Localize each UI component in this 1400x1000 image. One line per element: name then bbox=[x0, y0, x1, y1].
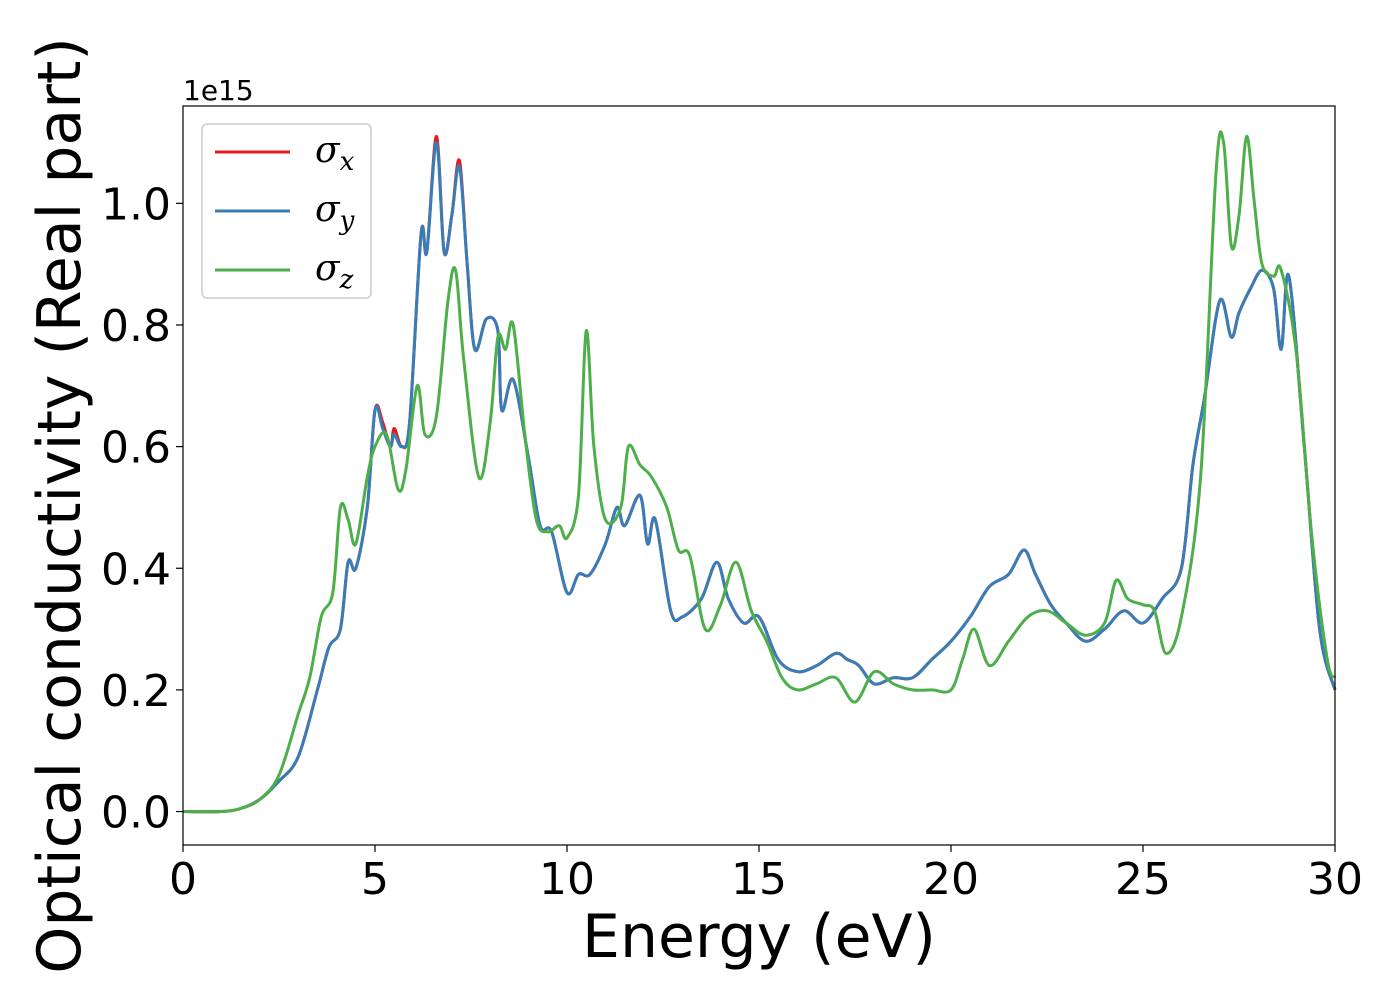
x-tick-label: 5 bbox=[361, 854, 389, 905]
legend-label-y: σy bbox=[315, 189, 355, 236]
y-tick-label: 0.2 bbox=[101, 666, 171, 717]
series-group bbox=[182, 130, 1337, 814]
legend-symbol: σ bbox=[315, 130, 341, 171]
legend-label-x: σx bbox=[315, 130, 355, 177]
y-axis-title: Optical conductivity (Real part) bbox=[25, 37, 95, 974]
x-tick-label: 0 bbox=[169, 854, 197, 905]
x-tick-label: 15 bbox=[731, 854, 787, 905]
x-axis-title: Energy (eV) bbox=[582, 902, 936, 972]
x-tick-label: 10 bbox=[539, 854, 595, 905]
legend-subscript: y bbox=[339, 206, 355, 236]
x-tick-label: 20 bbox=[923, 854, 979, 905]
series-line-z bbox=[182, 130, 1337, 814]
x-tick-label: 30 bbox=[1307, 854, 1363, 905]
plot-frame bbox=[182, 105, 1336, 846]
legend-label-z: σz bbox=[315, 248, 354, 295]
y-tick-label: 0.6 bbox=[101, 423, 171, 474]
x-tick-label: 25 bbox=[1115, 854, 1171, 905]
legend-subscript: z bbox=[339, 265, 354, 295]
y-tick-label: 0.0 bbox=[101, 788, 171, 839]
axes: 0 5 10 15 20 25 30 0.0 0.2 0.4 0.6 0.8 1.0 bbox=[101, 179, 1363, 905]
y-tick-label: 0.4 bbox=[101, 544, 171, 595]
legend-subscript: x bbox=[340, 147, 355, 177]
y-offset-label: 1e15 bbox=[183, 74, 254, 107]
y-tick-label: 0.8 bbox=[101, 301, 171, 352]
y-tick-label: 1.0 bbox=[101, 179, 171, 230]
series-line-y bbox=[182, 141, 1337, 814]
legend-symbol: σ bbox=[315, 189, 341, 230]
legend-symbol: σ bbox=[315, 248, 341, 289]
